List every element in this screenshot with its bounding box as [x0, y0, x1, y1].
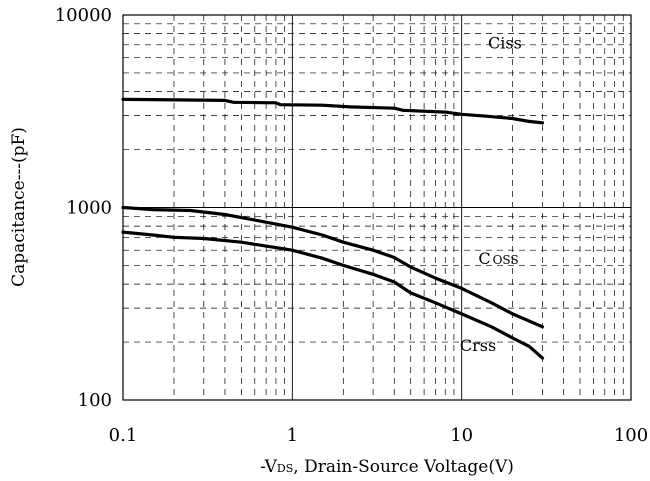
y-tick-label: 10000	[55, 5, 112, 26]
y-axis-label: Capacitance---(pF)	[9, 127, 29, 287]
x-tick-labels: 0.1 1 10 100	[109, 425, 649, 446]
x-tick-label: 10	[450, 425, 473, 446]
series-label-ciss: Ciss	[488, 33, 522, 52]
x-tick-label: 1	[287, 425, 298, 446]
x-tick-label: 100	[614, 425, 648, 446]
series-curves	[121, 97, 545, 360]
series-line-coss	[121, 205, 545, 329]
series-label-coss: C OSS	[478, 249, 518, 268]
series-line-crss	[121, 230, 545, 360]
y-tick-label: 100	[78, 390, 112, 411]
y-tick-labels: 100 1000 10000	[55, 5, 112, 411]
series-label-crss: Crss	[460, 336, 496, 355]
x-tick-label: 0.1	[109, 425, 138, 446]
y-tick-label: 1000	[66, 198, 112, 219]
major-gridlines	[123, 15, 631, 400]
x-axis-label: -VDS, Drain-Source Voltage(V)	[260, 457, 514, 477]
series-labels: Ciss C OSS Crss	[460, 33, 522, 354]
series-line-ciss	[121, 97, 545, 125]
